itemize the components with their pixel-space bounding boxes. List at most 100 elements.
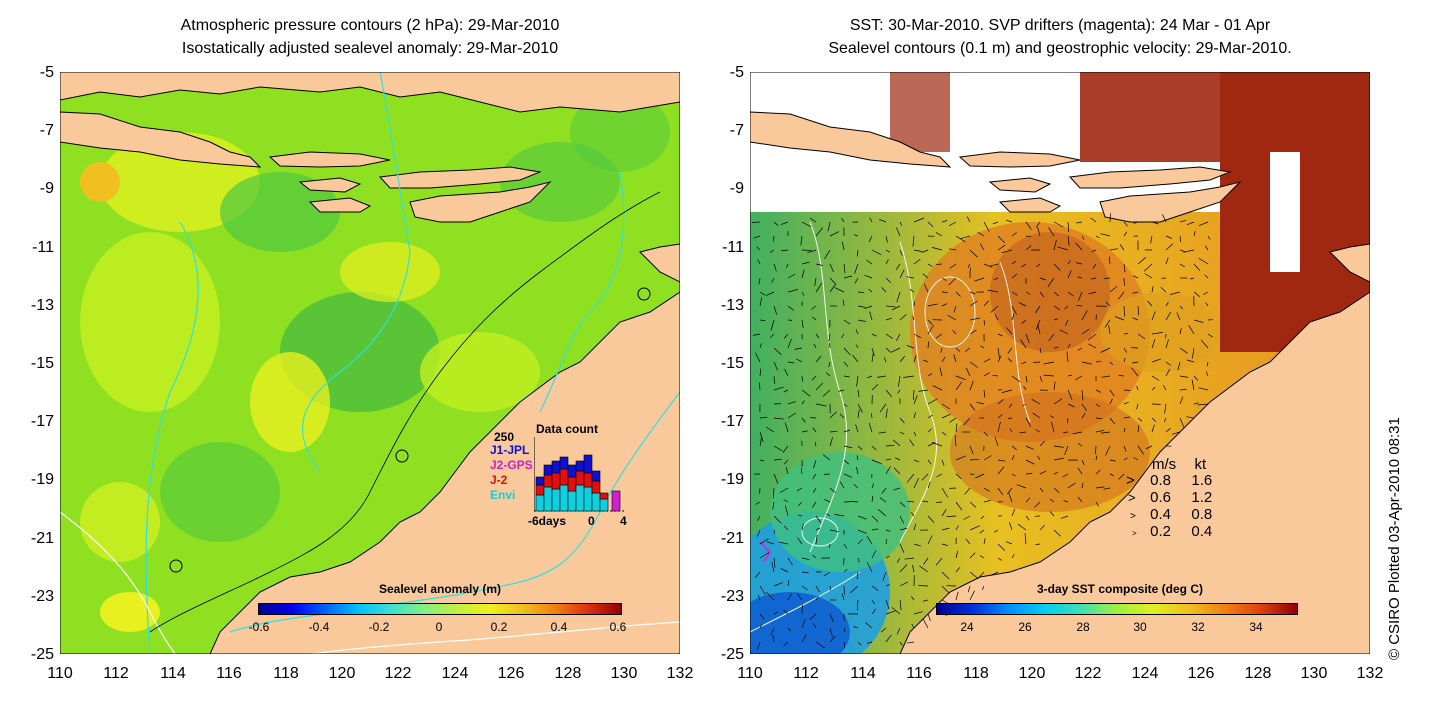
velocity-arrow <box>1037 227 1041 237</box>
velocity-arrow <box>955 423 958 433</box>
velocity-arrow <box>829 342 831 349</box>
velocity-arrow <box>843 403 848 407</box>
velocity-arrow <box>843 569 848 573</box>
left-white-contours <box>60 511 680 654</box>
velocity-arrow <box>773 487 775 499</box>
velocity-arrow <box>773 445 783 452</box>
velocity-arrow <box>1053 472 1058 475</box>
velocity-arrow <box>869 217 873 223</box>
velocity-arrow <box>770 627 775 635</box>
velocity-arrow <box>941 508 947 517</box>
velocity-arrow <box>922 273 929 279</box>
velocity-arrow <box>1067 291 1074 297</box>
velocity-arrow <box>913 258 921 265</box>
velocity-arrow <box>1006 327 1013 335</box>
velocity-arrow <box>759 435 763 447</box>
velocity-arrow <box>969 329 977 335</box>
velocity-arrow-icon: > <box>1126 472 1135 489</box>
velocity-arrow <box>1105 301 1111 307</box>
velocity-arrow <box>1100 431 1111 434</box>
velocity-arrow <box>1066 351 1069 363</box>
velocity-arrow <box>1165 257 1169 265</box>
velocity-arrow-icon: > <box>1130 511 1136 522</box>
velocity-arrow <box>1151 286 1154 293</box>
velocity-arrow <box>1103 487 1111 490</box>
velocity-arrow <box>1123 221 1128 227</box>
velocity-arrow <box>997 487 1004 496</box>
velocity-arrow <box>1147 300 1153 307</box>
velocity-arrow <box>1179 347 1188 354</box>
velocity-arrow <box>1109 389 1115 397</box>
velocity-arrow <box>829 635 836 643</box>
velocity-arrow <box>1065 319 1069 326</box>
velocity-arrow <box>1039 470 1047 475</box>
velocity-arrow <box>965 347 971 352</box>
velocity-arrow <box>758 277 761 285</box>
velocity-arrow <box>782 445 789 454</box>
velocity-arrow <box>1088 291 1097 295</box>
velocity-arrow <box>801 430 808 433</box>
velocity-arrow <box>801 269 805 279</box>
velocity-arrow <box>1063 431 1069 433</box>
velocity-arrow <box>787 338 792 349</box>
left-map <box>60 72 680 654</box>
velocity-arrow <box>1081 403 1087 411</box>
velocity-arrow <box>801 417 806 423</box>
velocity-arrow <box>854 263 859 274</box>
right-xtick: 132 <box>1356 665 1384 682</box>
right-ytick: -13 <box>720 297 744 314</box>
velocity-arrow <box>843 459 850 465</box>
velocity-arrow <box>955 525 959 531</box>
velocity-arrow <box>923 283 929 293</box>
right-xtick: 122 <box>1074 665 1102 682</box>
velocity-arrow <box>913 523 917 531</box>
velocity-arrow <box>1193 375 1199 381</box>
velocity-arrow <box>1077 443 1083 447</box>
velocity-arrow <box>1035 429 1041 433</box>
velocity-arrow <box>871 347 875 357</box>
velocity-arrow <box>927 319 933 325</box>
velocity-arrow <box>967 585 971 593</box>
velocity-arrow <box>773 375 775 384</box>
left-xtick: 126 <box>497 665 525 682</box>
velocity-arrow <box>953 354 957 363</box>
velocity-arrow <box>1059 329 1069 335</box>
left-ytick: -17 <box>30 413 54 430</box>
velocity-arrow <box>913 389 915 401</box>
velocity-arrow <box>773 611 779 615</box>
left-xtick: 128 <box>554 665 582 682</box>
velocity-arrow <box>801 291 805 296</box>
velocity-arrow <box>759 319 766 321</box>
velocity-arrow <box>969 317 981 321</box>
velocity-arrow <box>907 500 915 503</box>
velocity-arrow <box>1123 457 1128 461</box>
velocity-arrow <box>913 395 918 405</box>
velocity-arrow <box>997 459 1006 462</box>
velocity-arrow <box>1011 554 1015 559</box>
velocity-arrow <box>883 357 887 363</box>
velocity-arrow <box>965 538 971 545</box>
velocity-arrow <box>1067 374 1073 377</box>
velocity-arrow <box>1191 379 1195 391</box>
velocity-arrow <box>871 585 879 591</box>
sealevel-contours <box>750 221 1031 633</box>
velocity-arrow <box>1176 312 1181 321</box>
velocity-arrow <box>941 356 946 363</box>
velocity-arrow <box>1050 415 1055 419</box>
velocity-arrow <box>838 389 845 392</box>
velocity-arrow <box>773 221 779 227</box>
velocity-arrow <box>1053 291 1060 297</box>
velocity-arrow <box>899 527 908 531</box>
velocity-arrow <box>1123 427 1126 433</box>
velocity-arrow <box>1092 263 1097 269</box>
velocity-arrow <box>1064 305 1069 310</box>
velocity-arrow <box>913 249 923 252</box>
velocity-arrow <box>815 403 827 407</box>
velocity-arrow <box>812 473 817 480</box>
velocity-arrow <box>1179 375 1189 378</box>
left-ytick: -21 <box>30 530 54 547</box>
velocity-arrow <box>829 487 836 494</box>
velocity-arrow <box>813 459 817 469</box>
velocity-arrow <box>952 330 957 335</box>
velocity-arrow <box>912 564 915 573</box>
